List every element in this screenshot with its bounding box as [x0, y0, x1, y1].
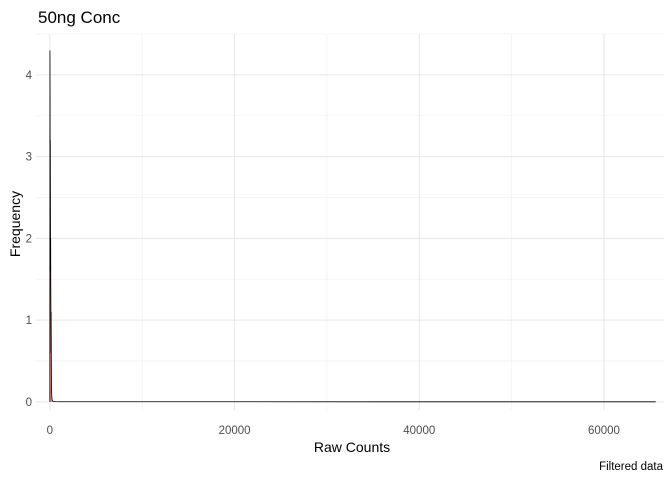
x-axis-ticks: 0 20000 40000 60000 — [47, 425, 620, 437]
series-line — [49, 50, 656, 403]
x-tick-label: 60000 — [588, 425, 620, 437]
series-layer — [49, 50, 656, 403]
chart-title: 50ng Conc — [38, 8, 121, 27]
chart-caption: Filtered data — [599, 461, 664, 473]
x-tick-label: 40000 — [403, 425, 435, 437]
grid-minor — [36, 33, 664, 410]
y-tick-label: 0 — [26, 397, 32, 409]
grid-major — [36, 34, 664, 410]
y-tick-label: 1 — [26, 315, 32, 327]
x-tick-label: 0 — [47, 425, 53, 437]
x-axis-title: Raw Counts — [314, 439, 390, 455]
x-tick-label: 20000 — [219, 425, 251, 437]
y-tick-label: 3 — [26, 152, 32, 164]
series-area — [49, 50, 656, 402]
y-tick-label: 4 — [26, 70, 33, 82]
y-tick-label: 2 — [26, 233, 32, 245]
y-axis-title: Frequency — [7, 191, 23, 257]
y-axis-ticks: 0 1 2 3 4 — [26, 70, 33, 409]
